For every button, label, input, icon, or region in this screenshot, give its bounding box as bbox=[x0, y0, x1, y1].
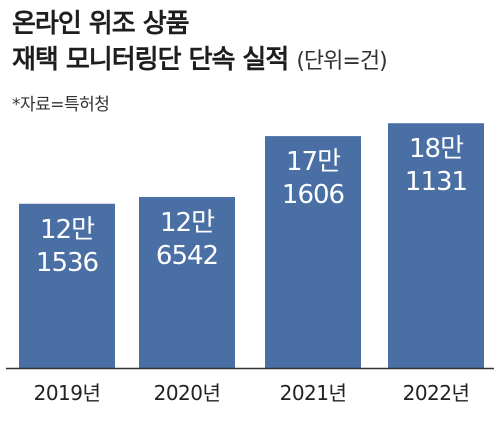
bar-2021년 bbox=[265, 136, 361, 368]
chart-title: 온라인 위조 상품 재택 모니터링단 단속 실적 (단위=건) bbox=[12, 6, 492, 80]
data-label-2021년-line2: 1606 bbox=[282, 180, 344, 210]
data-label-2020년-line1: 12만 bbox=[160, 208, 214, 238]
data-label-2022년-line2: 1131 bbox=[405, 167, 467, 197]
title-line-2: 재택 모니터링단 단속 실적 (단위=건) bbox=[12, 42, 492, 80]
x-tick-label-2019년: 2019년 bbox=[34, 381, 101, 405]
source-note: *자료=특허청 bbox=[12, 95, 110, 115]
bar-2022년 bbox=[388, 123, 484, 368]
data-label-2020년-line2: 6542 bbox=[156, 241, 218, 271]
x-tick-label-2022년: 2022년 bbox=[403, 381, 470, 405]
bar-2020년 bbox=[139, 196, 235, 368]
unit-label: (단위=건) bbox=[296, 49, 387, 74]
x-tick-label-2020년: 2020년 bbox=[154, 381, 221, 405]
data-label-2022년-line1: 18만 bbox=[409, 134, 463, 164]
data-label-2019년-line2: 1536 bbox=[36, 248, 98, 278]
data-label-2021년-line1: 17만 bbox=[286, 147, 340, 177]
x-tick-label-2021년: 2021년 bbox=[280, 381, 347, 405]
data-label-2019년-line1: 12만 bbox=[40, 215, 94, 245]
bar-2019년 bbox=[19, 203, 115, 368]
title-line-1: 온라인 위조 상품 bbox=[12, 9, 190, 39]
title-line-2-text: 재택 모니터링단 단속 실적 bbox=[12, 45, 289, 75]
